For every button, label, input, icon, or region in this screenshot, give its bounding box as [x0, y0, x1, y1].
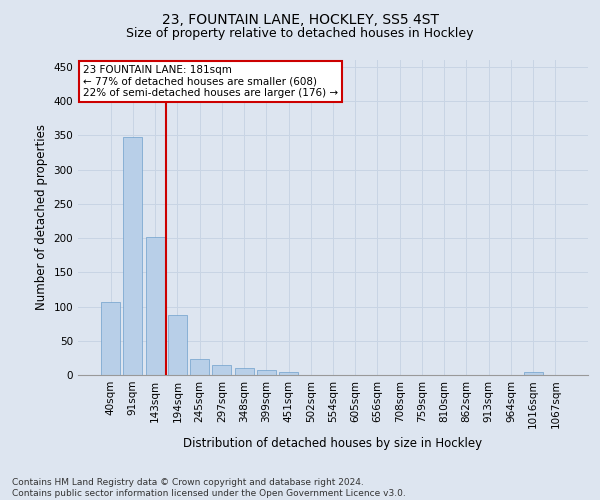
Bar: [524, 372, 542, 375]
Bar: [235, 368, 254, 375]
Bar: [257, 370, 276, 375]
Text: 23, FOUNTAIN LANE, HOCKLEY, SS5 4ST: 23, FOUNTAIN LANE, HOCKLEY, SS5 4ST: [161, 12, 439, 26]
Bar: [168, 314, 187, 375]
Text: Size of property relative to detached houses in Hockley: Size of property relative to detached ho…: [126, 28, 474, 40]
Bar: [279, 372, 298, 375]
Bar: [124, 136, 142, 375]
Bar: [146, 238, 164, 375]
Bar: [101, 302, 120, 375]
Y-axis label: Number of detached properties: Number of detached properties: [35, 124, 48, 310]
Bar: [212, 364, 231, 375]
Text: 23 FOUNTAIN LANE: 181sqm
← 77% of detached houses are smaller (608)
22% of semi-: 23 FOUNTAIN LANE: 181sqm ← 77% of detach…: [83, 64, 338, 98]
X-axis label: Distribution of detached houses by size in Hockley: Distribution of detached houses by size …: [184, 437, 482, 450]
Bar: [190, 358, 209, 375]
Text: Contains HM Land Registry data © Crown copyright and database right 2024.
Contai: Contains HM Land Registry data © Crown c…: [12, 478, 406, 498]
